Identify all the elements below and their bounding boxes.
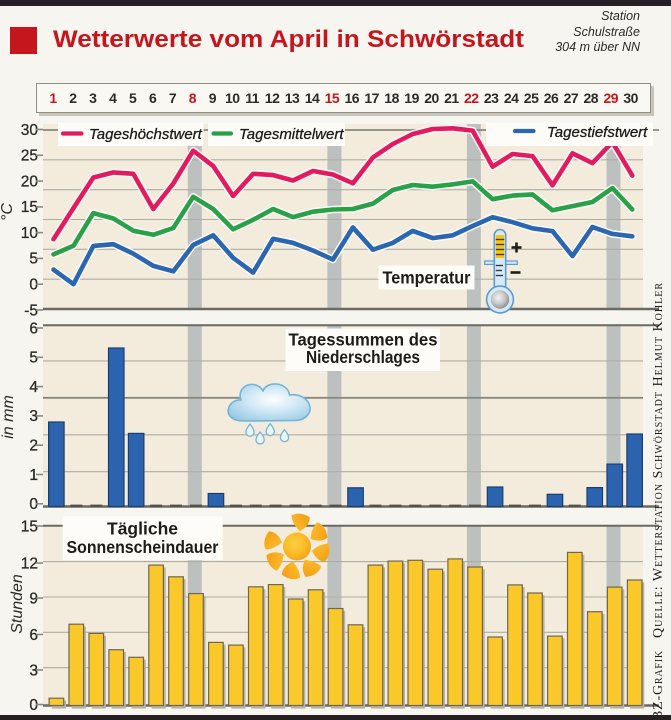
svg-text:12: 12 bbox=[21, 555, 38, 572]
svg-text:9: 9 bbox=[29, 590, 38, 607]
svg-text:3: 3 bbox=[29, 662, 38, 679]
svg-text:0: 0 bbox=[29, 697, 38, 714]
svg-text:15: 15 bbox=[21, 199, 38, 216]
svg-text:Stunden: Stunden bbox=[9, 574, 26, 634]
svg-text:Tagesmittelwert: Tagesmittelwert bbox=[239, 126, 344, 143]
svg-text:25: 25 bbox=[21, 148, 38, 165]
svg-text:0: 0 bbox=[29, 277, 38, 294]
svg-text:2: 2 bbox=[29, 438, 38, 455]
svg-text:5: 5 bbox=[29, 251, 38, 268]
svg-text:15: 15 bbox=[21, 518, 38, 535]
svg-text:Niederschlages: Niederschlages bbox=[306, 347, 420, 367]
svg-text:20: 20 bbox=[21, 173, 39, 190]
svg-text:in mm: in mm bbox=[0, 395, 17, 439]
svg-text:Tagessummen des: Tagessummen des bbox=[289, 330, 438, 350]
svg-text:4: 4 bbox=[29, 379, 38, 396]
svg-text:-5: -5 bbox=[24, 302, 38, 319]
svg-text:Sonnenscheindauer: Sonnenscheindauer bbox=[67, 537, 219, 557]
svg-text:°C: °C bbox=[0, 203, 16, 221]
svg-text:Temperatur: Temperatur bbox=[383, 268, 471, 288]
svg-text:Tagestiefstwert: Tagestiefstwert bbox=[547, 124, 648, 141]
svg-text:6: 6 bbox=[29, 627, 38, 644]
svg-text:30: 30 bbox=[21, 122, 39, 139]
svg-text:0: 0 bbox=[29, 496, 38, 513]
svg-text:1: 1 bbox=[29, 467, 38, 484]
svg-text:Tageshöchstwert: Tageshöchstwert bbox=[89, 126, 203, 143]
svg-text:Tägliche: Tägliche bbox=[107, 519, 178, 539]
svg-text:10: 10 bbox=[21, 225, 39, 242]
svg-text:6: 6 bbox=[29, 320, 38, 337]
svg-text:5: 5 bbox=[29, 350, 38, 367]
svg-text:3: 3 bbox=[29, 408, 38, 425]
